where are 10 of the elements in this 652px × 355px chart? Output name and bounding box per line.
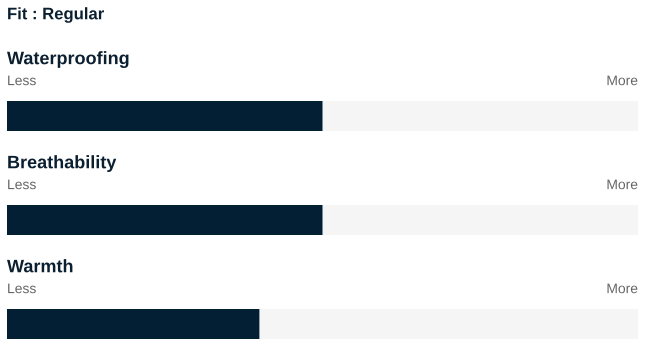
y-tick-label: Warmth — [7, 259, 72, 272]
text: Fit : Regular — [8, 7, 104, 23]
annotation: Less — [8, 284, 36, 294]
y-tick-label: Breathability — [8, 155, 116, 172]
y-tick-label: Waterproofing — [7, 51, 128, 68]
annotation: Less — [8, 180, 36, 190]
text: More — [608, 180, 638, 190]
text: More — [608, 284, 638, 294]
annotation: Less — [8, 76, 36, 86]
text: More — [608, 76, 638, 86]
